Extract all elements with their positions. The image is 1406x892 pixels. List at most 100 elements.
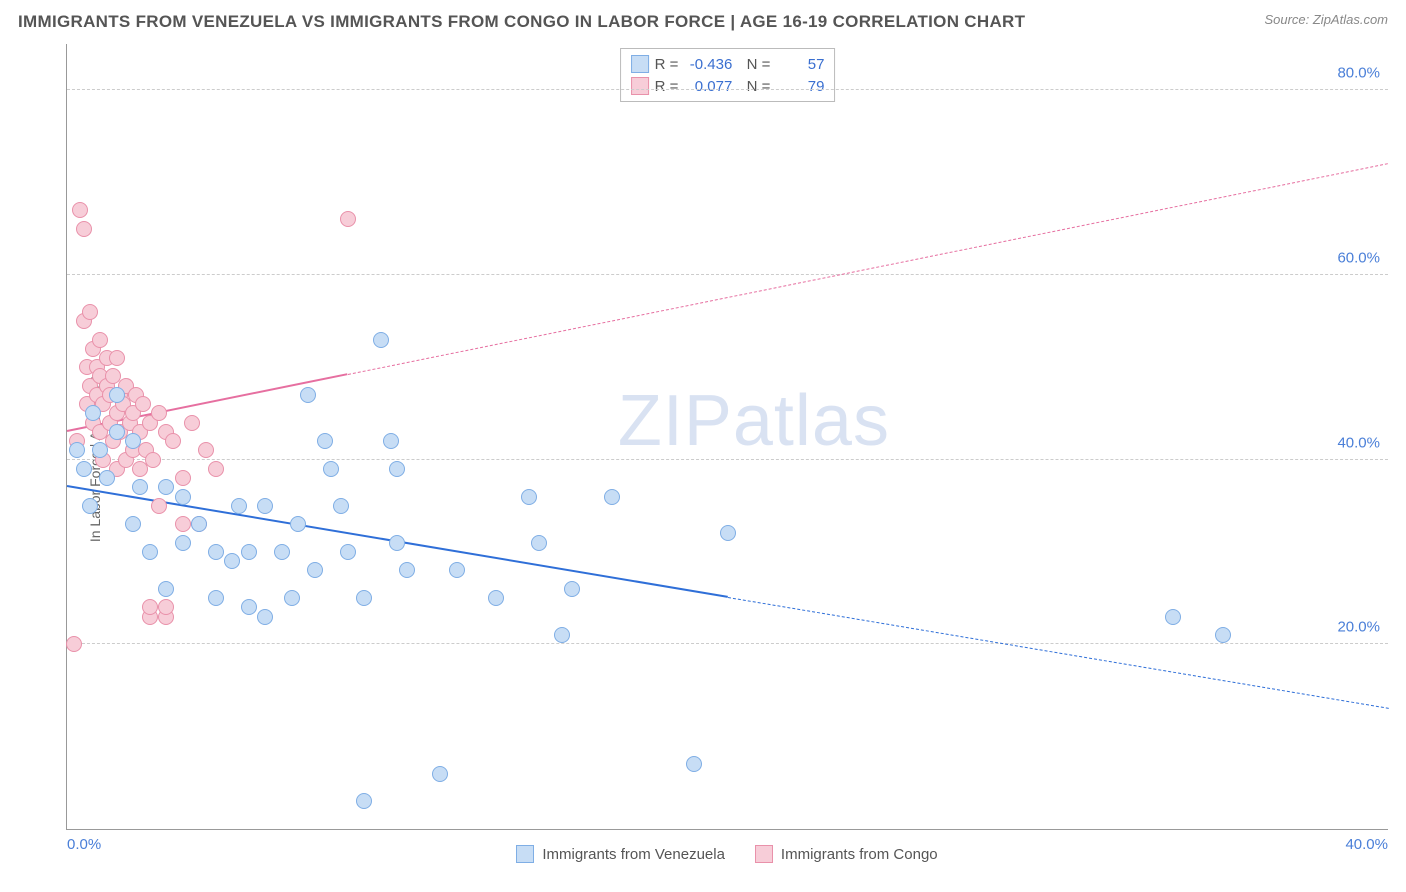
data-point (432, 766, 448, 782)
y-tick-label: 20.0% (1337, 619, 1380, 636)
data-point (373, 332, 389, 348)
data-point (165, 433, 181, 449)
data-point (208, 590, 224, 606)
data-point (399, 562, 415, 578)
data-point (85, 405, 101, 421)
trend-line (727, 597, 1388, 709)
data-point (300, 387, 316, 403)
data-point (340, 544, 356, 560)
data-point (333, 498, 349, 514)
data-point (151, 405, 167, 421)
chart-title: IMMIGRANTS FROM VENEZUELA VS IMMIGRANTS … (18, 12, 1025, 32)
data-point (99, 470, 115, 486)
data-point (274, 544, 290, 560)
title-bar: IMMIGRANTS FROM VENEZUELA VS IMMIGRANTS … (0, 0, 1406, 40)
data-point (125, 433, 141, 449)
data-point (69, 442, 85, 458)
data-point (109, 424, 125, 440)
watermark-zip: ZIP (618, 381, 733, 461)
data-point (604, 489, 620, 505)
data-point (241, 544, 257, 560)
legend-row-venezuela: R = -0.436 N = 57 (631, 53, 825, 75)
data-point (142, 544, 158, 560)
correlation-legend: R = -0.436 N = 57 R = 0.077 N = 79 (620, 48, 836, 102)
data-point (72, 202, 88, 218)
data-point (175, 470, 191, 486)
data-point (76, 221, 92, 237)
data-point (317, 433, 333, 449)
data-point (488, 590, 504, 606)
gridline (67, 274, 1388, 275)
legend-item-venezuela: Immigrants from Venezuela (516, 845, 725, 863)
data-point (158, 599, 174, 615)
n-value-congo: 79 (776, 78, 824, 95)
n-value-venezuela: 57 (776, 56, 824, 73)
data-point (356, 793, 372, 809)
data-point (1165, 609, 1181, 625)
data-point (449, 562, 465, 578)
r-label: R = (655, 56, 679, 73)
y-tick-label: 60.0% (1337, 249, 1380, 266)
data-point (531, 535, 547, 551)
swatch-congo (631, 77, 649, 95)
data-point (383, 433, 399, 449)
data-point (307, 562, 323, 578)
data-point (389, 461, 405, 477)
data-point (135, 396, 151, 412)
source-label: Source: ZipAtlas.com (1264, 12, 1388, 27)
data-point (257, 609, 273, 625)
data-point (82, 304, 98, 320)
r-value-venezuela: -0.436 (684, 56, 732, 73)
data-point (323, 461, 339, 477)
data-point (564, 581, 580, 597)
swatch-venezuela (631, 55, 649, 73)
n-label: N = (738, 56, 770, 73)
gridline (67, 89, 1388, 90)
data-point (356, 590, 372, 606)
legend-row-congo: R = 0.077 N = 79 (631, 75, 825, 97)
data-point (686, 756, 702, 772)
data-point (82, 498, 98, 514)
data-point (142, 599, 158, 615)
swatch-venezuela (516, 845, 534, 863)
data-point (340, 211, 356, 227)
data-point (132, 479, 148, 495)
data-point (554, 627, 570, 643)
data-point (224, 553, 240, 569)
watermark-atlas: atlas (733, 381, 890, 461)
chart-wrapper: In Labor Force | Age 16-19 ZIPatlas R = … (18, 44, 1388, 874)
gridline (67, 643, 1388, 644)
data-point (1215, 627, 1231, 643)
r-label: R = (655, 78, 679, 95)
data-point (92, 332, 108, 348)
y-tick-label: 80.0% (1337, 65, 1380, 82)
data-point (257, 498, 273, 514)
data-point (151, 498, 167, 514)
data-point (158, 479, 174, 495)
data-point (175, 516, 191, 532)
data-point (109, 387, 125, 403)
data-point (720, 525, 736, 541)
swatch-congo (755, 845, 773, 863)
data-point (76, 461, 92, 477)
data-point (198, 442, 214, 458)
legend-item-congo: Immigrants from Congo (755, 845, 938, 863)
watermark: ZIPatlas (618, 380, 890, 462)
y-tick-label: 40.0% (1337, 434, 1380, 451)
trend-line (348, 163, 1388, 375)
series-legend: Immigrants from Venezuela Immigrants fro… (66, 834, 1388, 874)
data-point (208, 544, 224, 560)
data-point (290, 516, 306, 532)
data-point (284, 590, 300, 606)
n-label: N = (738, 78, 770, 95)
data-point (109, 350, 125, 366)
data-point (191, 516, 207, 532)
data-point (145, 452, 161, 468)
data-point (175, 535, 191, 551)
legend-label-venezuela: Immigrants from Venezuela (542, 846, 725, 863)
gridline (67, 459, 1388, 460)
data-point (231, 498, 247, 514)
data-point (184, 415, 200, 431)
data-point (158, 581, 174, 597)
data-point (175, 489, 191, 505)
